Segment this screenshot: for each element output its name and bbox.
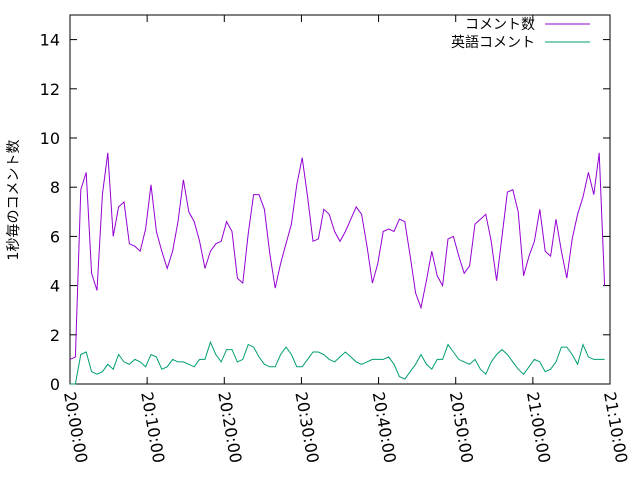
x-tick-label: 21:00:00 <box>523 390 554 464</box>
x-tick-label: 20:30:00 <box>291 390 322 464</box>
y-tick-label: 12 <box>40 80 60 99</box>
y-tick-label: 4 <box>50 277 60 296</box>
y-tick-label: 2 <box>50 326 60 345</box>
legend-label-1: 英語コメント <box>451 34 535 51</box>
x-tick-label: 20:50:00 <box>446 390 477 464</box>
plot-frame <box>69 14 611 385</box>
y-tick-label: 8 <box>50 178 60 197</box>
series-line-0 <box>69 152 606 360</box>
y-axis-label: 1秒毎のコメント数 <box>6 140 22 261</box>
y-tick-label: 14 <box>40 31 60 50</box>
y-tick-label: 6 <box>50 227 60 246</box>
x-tick-label: 21:10:00 <box>600 390 631 464</box>
legend-label-0: コメント数 <box>465 17 535 33</box>
x-tick-label: 20:20:00 <box>214 390 245 464</box>
series-lines <box>69 152 606 385</box>
x-tick-label: 20:40:00 <box>369 390 400 464</box>
y-axis: 0 2 4 6 8 10 12 14 <box>40 31 610 394</box>
y-tick-label: 10 <box>40 129 60 148</box>
series-line-1 <box>70 340 605 385</box>
x-axis: 20:00:00 20:10:00 20:20:00 20:30:00 20:40:00… <box>60 15 631 464</box>
x-tick-label: 20:00:00 <box>60 390 91 464</box>
y-tick-label: 0 <box>50 375 60 394</box>
x-tick-label: 20:10:00 <box>137 390 168 464</box>
plot-border <box>69 14 611 385</box>
